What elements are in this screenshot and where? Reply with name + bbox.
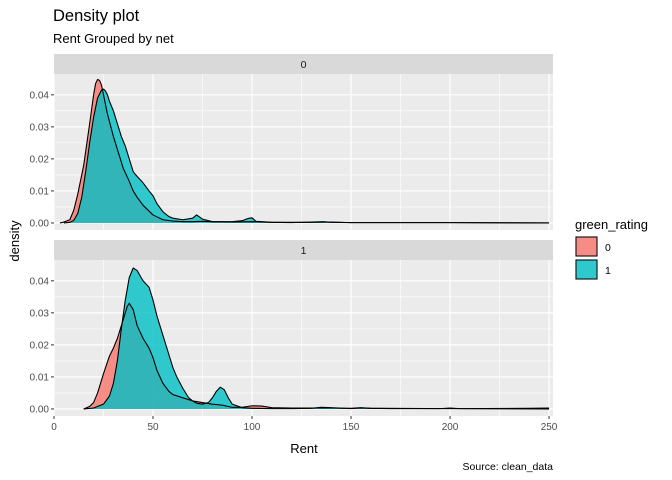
x-tick-label: 150 (343, 422, 360, 433)
legend-label-0: 0 (605, 242, 611, 254)
y-tick-label: 0.01 (30, 186, 50, 197)
panel-1: 1 0.00 0.01 0.02 0.03 0.04 0 50 100 150 200 250 (30, 240, 558, 433)
facet-strip-0 (54, 54, 553, 74)
x-tick-label: 200 (442, 422, 459, 433)
y-tick-label: 0.04 (30, 90, 50, 101)
legend-swatch-1 (575, 259, 598, 280)
x-axis-label: Rent (290, 441, 318, 456)
density-line-0-series-1 (63, 88, 550, 224)
legend: green_rating 0 1 (575, 217, 648, 280)
y-tick-label: 0.00 (30, 218, 50, 229)
density-line-1-series-1 (83, 267, 550, 410)
chart-caption: Source: clean_data (463, 461, 554, 473)
y-tick-label: 0.01 (30, 372, 50, 383)
chart-title: Density plot (53, 7, 140, 25)
chart-subtitle: Rent Grouped by net (53, 31, 174, 46)
y-tick-label: 0.02 (30, 154, 50, 165)
density-area-1-series-1 (83, 268, 550, 409)
x-tick-label: 50 (147, 422, 159, 433)
y-axis-label: density (7, 220, 22, 262)
density-area-0-series-1 (63, 89, 550, 223)
legend-title: green_rating (575, 217, 648, 232)
y-tick-label: 0.00 (30, 404, 50, 415)
x-tick-label: 100 (244, 422, 261, 433)
legend-label-1: 1 (605, 265, 611, 277)
facet-strip-label-1: 1 (301, 245, 307, 257)
facet-strip-label-0: 0 (301, 59, 307, 71)
y-tick-label: 0.02 (30, 340, 50, 351)
y-tick-label: 0.04 (30, 276, 50, 287)
panel-0: 0 0.00 0.01 0.02 0.03 0.04 (30, 54, 553, 230)
y-tick-label: 0.03 (30, 308, 50, 319)
y-tick-label: 0.03 (30, 122, 50, 133)
legend-swatch-0 (575, 236, 598, 257)
facet-strip-1 (54, 240, 553, 260)
facet-panels: 00.000.010.020.030.0410.000.010.020.030.… (30, 54, 558, 433)
x-tick-label: 250 (541, 422, 558, 433)
x-tick-label: 0 (51, 422, 57, 433)
